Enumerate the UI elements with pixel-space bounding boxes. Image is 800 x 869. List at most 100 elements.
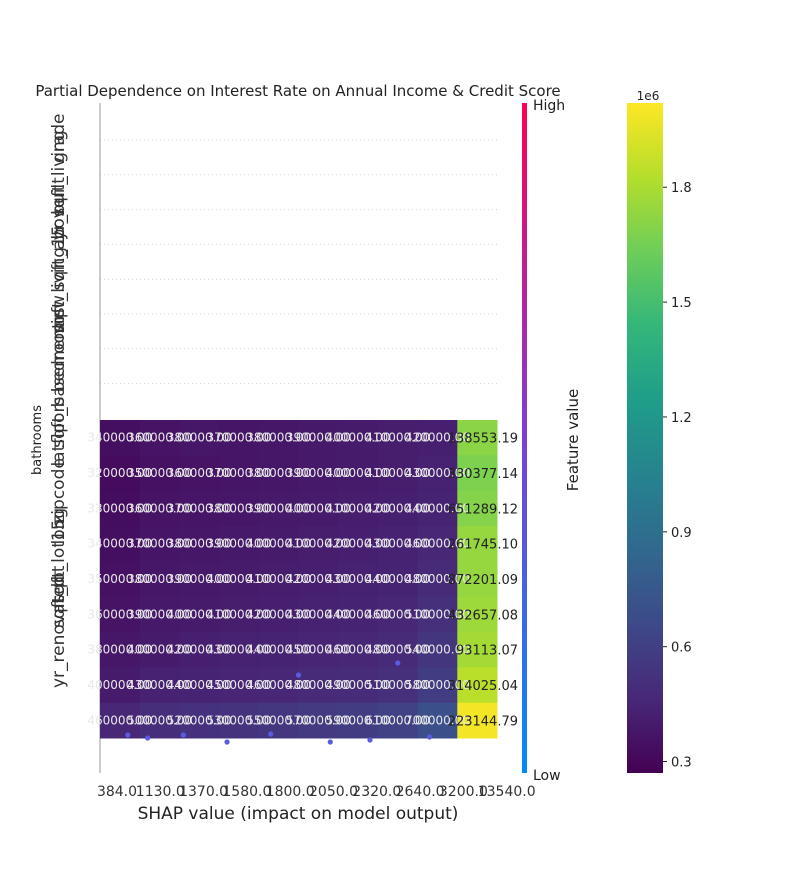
heatmap-cell	[338, 632, 379, 668]
heatmap-cell-label: 390000.00	[206, 537, 271, 551]
heatmap-cell-label: 370000.00	[127, 537, 192, 551]
y-tick-label: zipcode	[49, 458, 69, 523]
heatmap-cell-label: 440000.00	[365, 572, 430, 586]
heatmap-cell-label: 380000.00	[206, 501, 271, 515]
heatmap-cell-label: 590000.00	[326, 713, 391, 727]
heatmap-cell	[417, 632, 458, 668]
heatmap-cell	[258, 632, 299, 668]
heatmap-cell	[338, 526, 379, 562]
x-tick-label: 1370.0	[179, 784, 228, 800]
heatmap-cell	[338, 702, 379, 739]
heatmap-cell	[377, 667, 419, 704]
heatmap-cell	[179, 561, 220, 598]
heatmap-cell	[219, 596, 260, 633]
heatmap-cell	[139, 561, 180, 598]
heatmap-cell	[179, 420, 220, 456]
y-tick-label: sqft_lot	[49, 565, 69, 628]
heatmap-cell-label: 400000.00	[167, 607, 232, 621]
heatmap-cell-label: 400000.00	[286, 501, 351, 515]
heatmap-cell-label: 530000.00	[206, 713, 271, 727]
heatmap-cell	[258, 596, 299, 633]
y-tick-label: sqft_above	[49, 198, 69, 291]
y-axis-label: bathrooms	[30, 405, 45, 475]
heatmap-cell	[417, 667, 458, 704]
heatmap-cell-label: 580000.00	[405, 678, 470, 692]
heatmap-cell-label: 360000.00	[127, 501, 192, 515]
heatmap-cell-label: 440000.00	[246, 643, 311, 657]
x-tick-label: 3200.0	[439, 784, 488, 800]
heatmap-cell	[258, 702, 299, 739]
heatmap-cell-label: 450000.00	[206, 678, 271, 692]
heatmap-cell-label: 410000.00	[206, 607, 271, 621]
heatmap-cell-label: 380000.00	[246, 466, 311, 480]
heatmap-cell-label: 380000.00	[127, 572, 192, 586]
heatmap-cell	[417, 702, 458, 739]
heatmap-cell-label: 540000.00	[405, 643, 470, 657]
colorbar-tick-label: 0.9	[671, 526, 692, 541]
heatmap-colorbar-scale-label: 1e6	[637, 89, 660, 103]
shap-colorbar	[522, 103, 527, 773]
heatmap-cell-label: 400000.00	[326, 431, 391, 445]
y-tick-label: sqft_living	[49, 130, 69, 216]
heatmap-cell	[457, 561, 498, 598]
heatmap-cell-label: 390000.00	[127, 607, 192, 621]
y-tick-label: sqft_living15	[49, 225, 69, 333]
row-end-label: 651289.12	[448, 502, 518, 517]
heatmap-cell	[179, 632, 220, 668]
heatmap-cell-label: 430000.00	[405, 466, 470, 480]
heatmap-cell-label: 460000.00	[405, 537, 470, 551]
heatmap-cell	[139, 455, 180, 492]
heatmap-cell	[100, 526, 141, 562]
heatmap-cell	[457, 490, 498, 527]
heatmap-cell-label: 510000.00	[365, 678, 430, 692]
row-end-label: 261745.10	[448, 538, 518, 553]
heatmap-cell-label: 410000.00	[365, 466, 430, 480]
heatmap-cell-label: 550000.00	[246, 713, 311, 727]
heatmap-cell	[417, 455, 458, 492]
heatmap-cell-label: 610000.00	[365, 713, 430, 727]
y-tick-label: sqft_basement	[49, 322, 69, 448]
heatmap-cell-label: 370000.00	[167, 501, 232, 515]
heatmap-cell-label: 390000.00	[167, 572, 232, 586]
heatmap-cell-label: 440000.00	[405, 501, 470, 515]
heatmap-cell	[417, 420, 458, 456]
heatmap-cell	[219, 420, 260, 456]
heatmap-cell	[219, 667, 260, 704]
heatmap-cell	[179, 455, 220, 492]
heatmap-cell-label: 360000.00	[167, 466, 232, 480]
heatmap-cell-label: 490000.00	[326, 678, 391, 692]
heatmap-cell-label: 370000.00	[206, 466, 271, 480]
heatmap-cell-label: 330000.00	[87, 501, 152, 515]
y-tick-label: grade	[49, 114, 69, 163]
heatmap-cell	[417, 526, 458, 562]
shap-point	[125, 732, 131, 738]
heatmap-cell	[258, 420, 299, 456]
shap-point	[367, 737, 373, 743]
heatmap-cell	[100, 561, 141, 598]
heatmap-cell	[457, 667, 498, 704]
heatmap-cell	[377, 702, 419, 739]
heatmap-cell-label: 480000.00	[405, 572, 470, 586]
heatmap-cell-label: 420000.00	[246, 607, 311, 621]
heatmap-cell-label: 420000.00	[365, 501, 430, 515]
x-tick-label: 2050.0	[309, 784, 358, 800]
heatmap-cell	[100, 455, 141, 492]
shap-points	[125, 660, 433, 745]
heatmap-cell-label: 430000.00	[286, 607, 351, 621]
heatmap-cell	[298, 420, 339, 456]
heatmap-cell-label: 430000.00	[365, 537, 430, 551]
heatmap-cell-label: 430000.00	[127, 678, 192, 692]
heatmap-cell	[298, 490, 339, 527]
heatmap-cell	[298, 596, 339, 633]
heatmap-cell-label: 380000.00	[167, 537, 232, 551]
heatmap-cell	[258, 490, 299, 527]
heatmap-cell	[298, 455, 339, 492]
x-tick-label: 2320.0	[352, 784, 401, 800]
heatmap-cell-label: 410000.00	[326, 501, 391, 515]
heatmap-cell	[377, 490, 419, 527]
heatmap-cell-label: 380000.00	[246, 431, 311, 445]
heatmap-cell-label: 460000.00	[365, 607, 430, 621]
heatmap-cell-label: 350000.00	[87, 572, 152, 586]
heatmap-cell	[338, 420, 379, 456]
